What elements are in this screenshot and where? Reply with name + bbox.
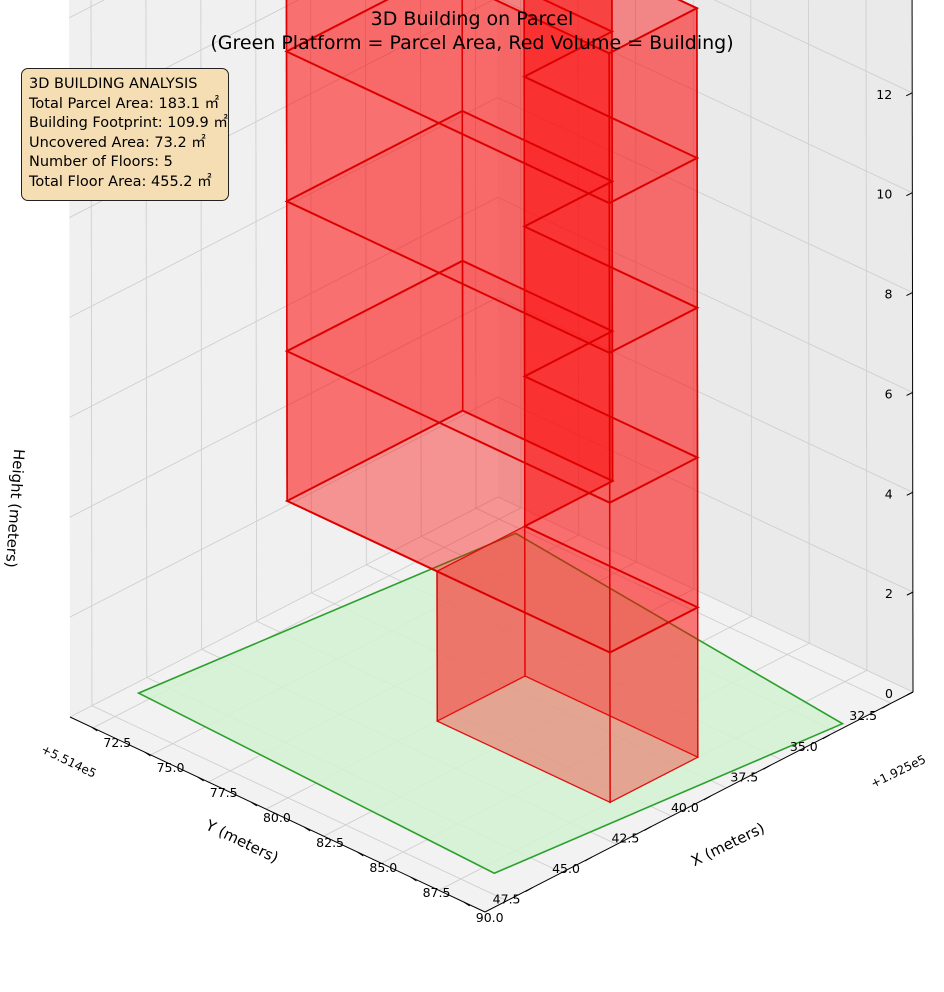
grid-line	[145, 0, 148, 678]
axis-ticks: 0 2 4 6 8 10 12 14 32.5 35.0 37.5 40.0 42.5 45.0 47.5 7…	[69, 0, 914, 925]
building-edge	[696, 8, 699, 608]
y-tick-label: 37.5	[730, 769, 758, 784]
info-floor-area: Total Floor Area: 455.2 ㎡	[29, 173, 212, 190]
info-parcel-area: Total Parcel Area: 183.1 ㎡	[29, 95, 220, 112]
z-tick-mark	[906, 391, 913, 396]
z-tick-label: 6	[885, 386, 893, 401]
z-tick-mark	[906, 491, 913, 496]
x-tick-label: 80.0	[263, 810, 291, 825]
analysis-info-box: 3D BUILDING ANALYSIS Total Parcel Area: …	[21, 68, 229, 201]
y-tick-label: 45.0	[552, 861, 580, 876]
x-tick-mark	[250, 801, 258, 807]
y-tick-mark	[703, 795, 712, 801]
grid-line	[750, 0, 753, 617]
y-tick-mark	[644, 826, 652, 831]
z-tick-mark	[906, 192, 913, 197]
info-uncovered: Uncovered Area: 73.2 ㎡	[29, 134, 206, 151]
grid-line	[69, 396, 914, 618]
x-tick-mark	[303, 826, 311, 832]
x-tick-mark	[357, 851, 364, 857]
grid-line	[91, 705, 508, 902]
x-tick-mark	[463, 901, 470, 907]
grid-line	[68, 0, 913, 119]
z-tick-label: 10	[876, 187, 892, 202]
x-axis-label: X (meters)	[688, 819, 768, 870]
parcel-platform	[136, 532, 845, 875]
grid-line	[420, 0, 422, 537]
y-tick-mark	[584, 856, 593, 862]
x-tick-mark	[410, 876, 417, 882]
grid-line	[519, 0, 522, 508]
x-tick-label: 82.5	[316, 835, 344, 850]
y-tick-label: 35.0	[790, 739, 818, 754]
grid-line	[69, 96, 913, 318]
grid-line	[200, 0, 203, 650]
grid-line	[635, 0, 637, 563]
info-footprint: Building Footprint: 109.9 ㎡	[29, 115, 228, 132]
building-edge	[523, 0, 526, 527]
building-edge	[608, 53, 611, 653]
grid-line	[365, 0, 367, 565]
grid-line	[807, 0, 810, 644]
info-heading: 3D BUILDING ANALYSIS	[29, 76, 198, 92]
grid-line	[69, 496, 914, 718]
chart-title: 3D Building on Parcel	[370, 8, 574, 30]
grid-line	[69, 196, 913, 418]
y-tick-label: 40.0	[671, 800, 699, 815]
grid-line	[475, 507, 892, 704]
z-tick-label: 14	[876, 0, 892, 2]
x-tick-label: 72.5	[103, 735, 131, 750]
chart-subtitle: (Green Platform = Parcel Area, Red Volum…	[210, 32, 734, 54]
z-tick-mark	[905, 92, 913, 97]
z-tick-label: 12	[876, 87, 892, 102]
grid-line	[255, 0, 258, 622]
y-tick-mark	[525, 887, 533, 892]
x-tick-label: 87.5	[423, 885, 451, 900]
y-offset-label: +5.514e5	[39, 742, 99, 781]
y-axis-line	[484, 691, 914, 913]
building-edge	[461, 0, 464, 411]
x-tick-label: 75.0	[157, 760, 185, 775]
z-tick-mark	[906, 292, 913, 296]
x-tick-mark	[144, 751, 151, 757]
y-tick-mark	[763, 764, 771, 770]
grid-line	[865, 0, 868, 671]
building-edge	[611, 0, 614, 482]
z-tick-label: 4	[885, 486, 893, 501]
y-tick-mark	[881, 703, 890, 709]
x-axis-line	[69, 716, 486, 913]
x-offset-label: +1.925e5	[868, 752, 928, 791]
z-tick-mark	[906, 591, 914, 596]
x-tick-label: 77.5	[210, 785, 238, 800]
z-axis-label: Height (meters)	[2, 448, 28, 568]
y-tick-label: 42.5	[611, 830, 639, 845]
z-axis-line	[911, 0, 914, 693]
info-floors: Number of Floors: 5	[29, 154, 173, 171]
grid-line	[577, 0, 580, 535]
z-tick-label: 8	[885, 287, 893, 302]
y-tick-mark	[822, 734, 831, 740]
x-tick-mark	[91, 726, 98, 732]
grid-line	[474, 0, 477, 509]
z-tick-label: 2	[885, 586, 893, 601]
grid-line	[69, 296, 913, 518]
building-edge	[285, 0, 288, 501]
x-tick-label: 85.0	[369, 860, 397, 875]
building-scene	[136, 0, 845, 875]
z-tick-label: 0	[885, 686, 893, 701]
x-tick-label: 90.0	[476, 910, 504, 925]
grid-line	[692, 0, 695, 590]
y-tick-label: 47.5	[493, 892, 521, 907]
x-tick-mark	[197, 776, 204, 782]
y-tick-label: 32.5	[849, 708, 877, 723]
